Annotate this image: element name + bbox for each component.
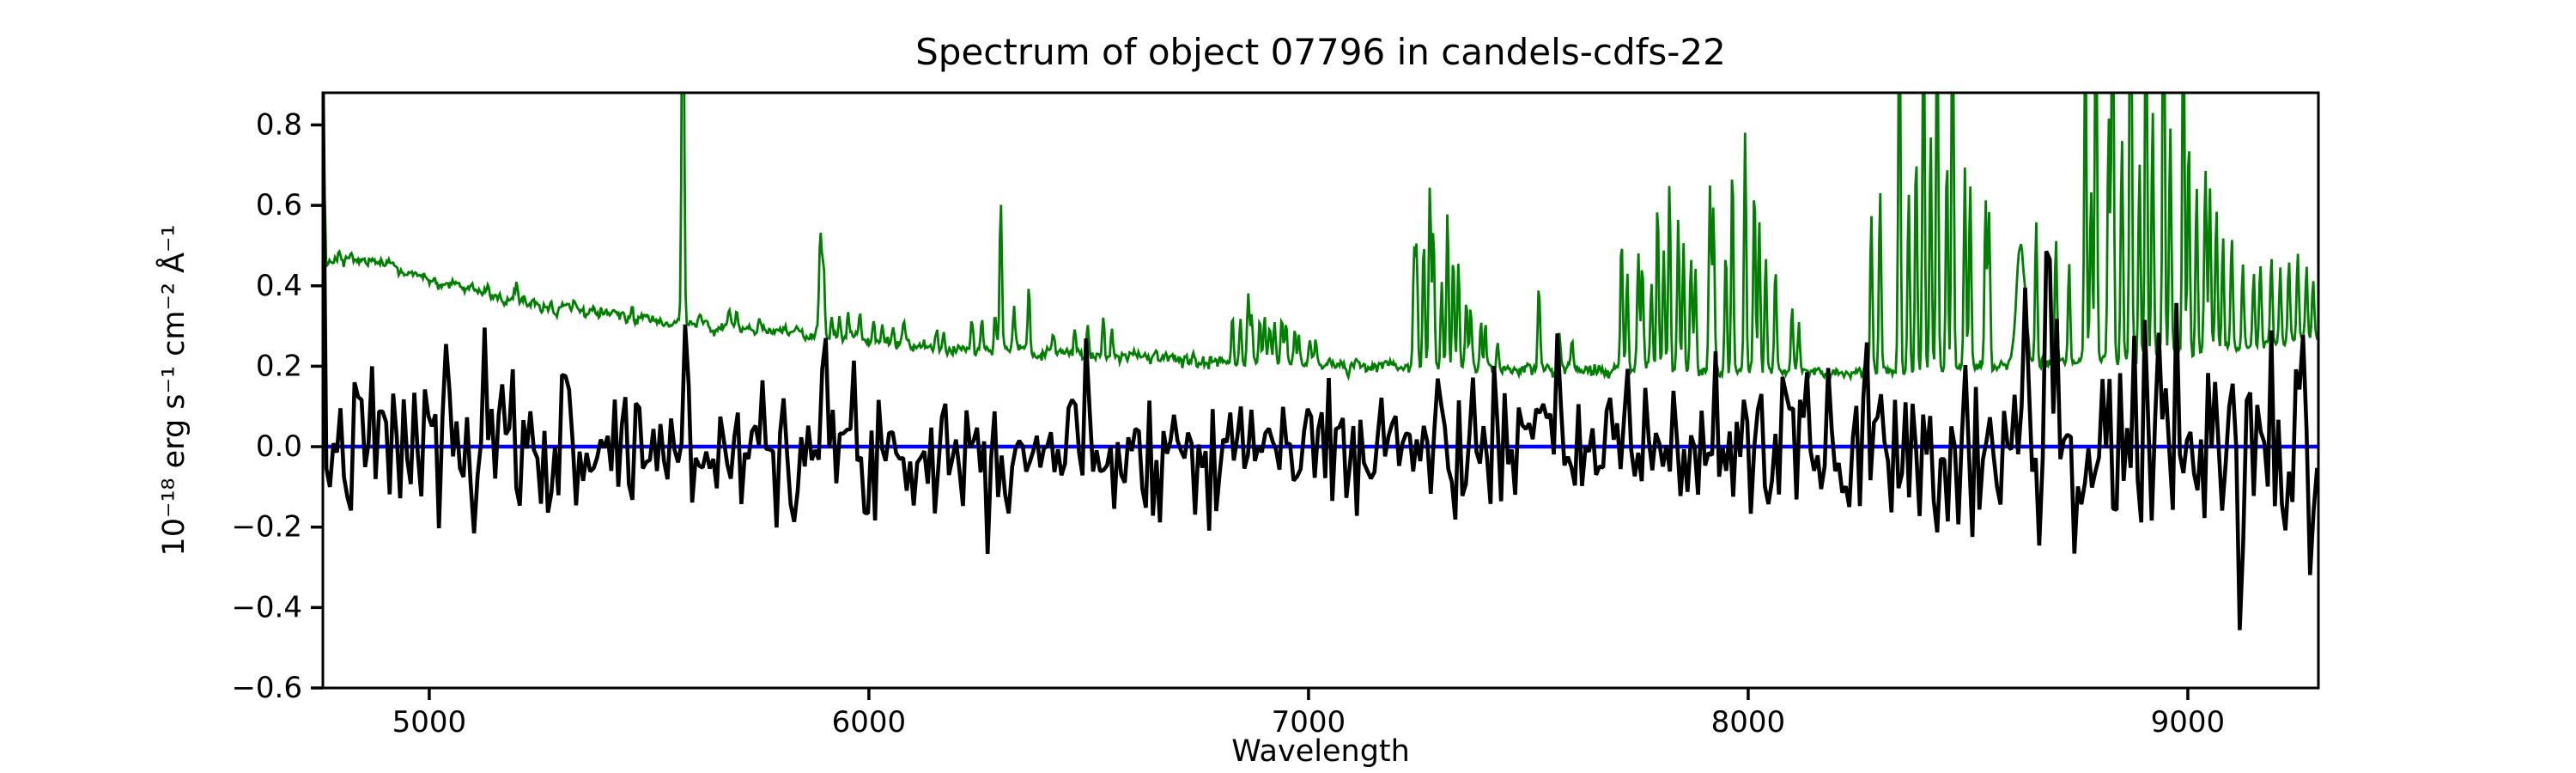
x-axis-label: Wavelength [1231,734,1410,769]
x-axis-ticks: 5000 6000 7000 8000 9000 [392,688,2226,740]
y-tick-label: −0.2 [231,510,302,545]
y-tick-label: −0.4 [231,590,302,624]
x-tick-label: 5000 [392,705,467,740]
x-tick-label: 8000 [1711,705,1786,740]
plot-frame [321,91,2320,690]
y-tick-label: 0.4 [256,269,302,303]
black-object-spectrum-line [322,93,2319,630]
green-sky-spectrum-line [322,93,2319,382]
y-axis-label: 10⁻¹⁸ erg s⁻¹ cm⁻² Å⁻¹ [155,224,191,556]
y-tick-label: 0.6 [256,188,302,222]
y-axis-ticks: −0.6 −0.4 −0.2 0.0 0.2 0.4 0.6 0.8 [231,107,323,705]
axes-frame [321,91,2320,690]
y-tick-label: 0.0 [256,429,302,464]
plot-series [322,93,2319,630]
y-tick-label: 0.2 [256,349,302,383]
y-tick-label: 0.8 [256,107,302,142]
x-tick-label: 7000 [1272,705,1346,740]
y-tick-label: −0.6 [231,671,302,705]
x-tick-label: 6000 [832,705,907,740]
x-tick-label: 9000 [2151,705,2226,740]
chart-title: Spectrum of object 07796 in candels-cdfs… [915,31,1726,73]
